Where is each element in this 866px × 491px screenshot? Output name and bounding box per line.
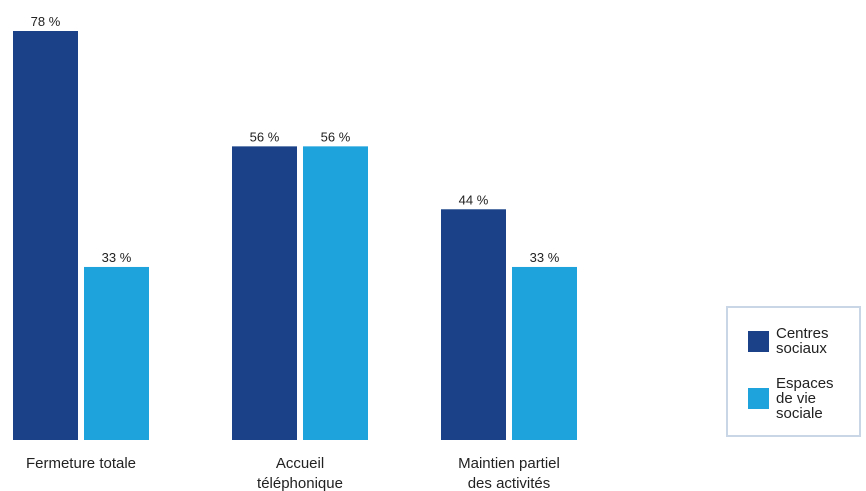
category-label-line: Fermeture totale [26,455,136,472]
category-label-line: Maintien partiel [458,455,560,472]
bar-espaces-de-vie-sociale-fermeture-totale [84,266,149,440]
legend-label-espaces-de-vie-sociale: Espaces de vie sociale [776,375,834,422]
category-label-line: téléphonique [257,475,343,491]
legend-item-centres-sociaux: Centres sociaux [748,326,848,356]
category-label-line: des activités [468,475,551,491]
bar-espaces-de-vie-sociale-maintien-partiel-des-activites [512,266,577,440]
legend-swatch-centres-sociaux [748,330,769,352]
data-label-centres-sociaux-fermeture-totale: 78 % [31,14,61,29]
data-label-espaces-de-vie-sociale-maintien-partiel-des-activites: 33 % [530,250,560,265]
data-label-espaces-de-vie-sociale-fermeture-totale: 33 % [102,250,132,265]
data-label-centres-sociaux-accueil-telephonique: 56 % [250,129,280,144]
legend-swatch-espaces-de-vie-sociale [748,388,769,409]
chart-legend: Centres sociaux Espaces de vie sociale [726,306,861,437]
legend-item-espaces-de-vie-sociale: Espaces de vie sociale [748,376,848,421]
bar-centres-sociaux-accueil-telephonique [232,146,297,440]
category-label-maintien-partiel-des-activites: Maintien partiel des activités [458,455,560,491]
category-label-fermeture-totale: Fermeture totale [26,455,136,472]
bar-centres-sociaux-fermeture-totale [13,31,78,440]
bar-centres-sociaux-maintien-partiel-des-activites [441,209,506,440]
data-label-espaces-de-vie-sociale-accueil-telephonique: 56 % [321,129,351,144]
bar-espaces-de-vie-sociale-accueil-telephonique [303,146,368,440]
data-label-centres-sociaux-maintien-partiel-des-activites: 44 % [459,192,489,207]
legend-label-centres-sociaux: Centres sociaux [776,325,829,357]
category-label-line: Accueil [276,455,324,472]
category-label-accueil-telephonique: Accueil téléphonique [257,455,343,491]
